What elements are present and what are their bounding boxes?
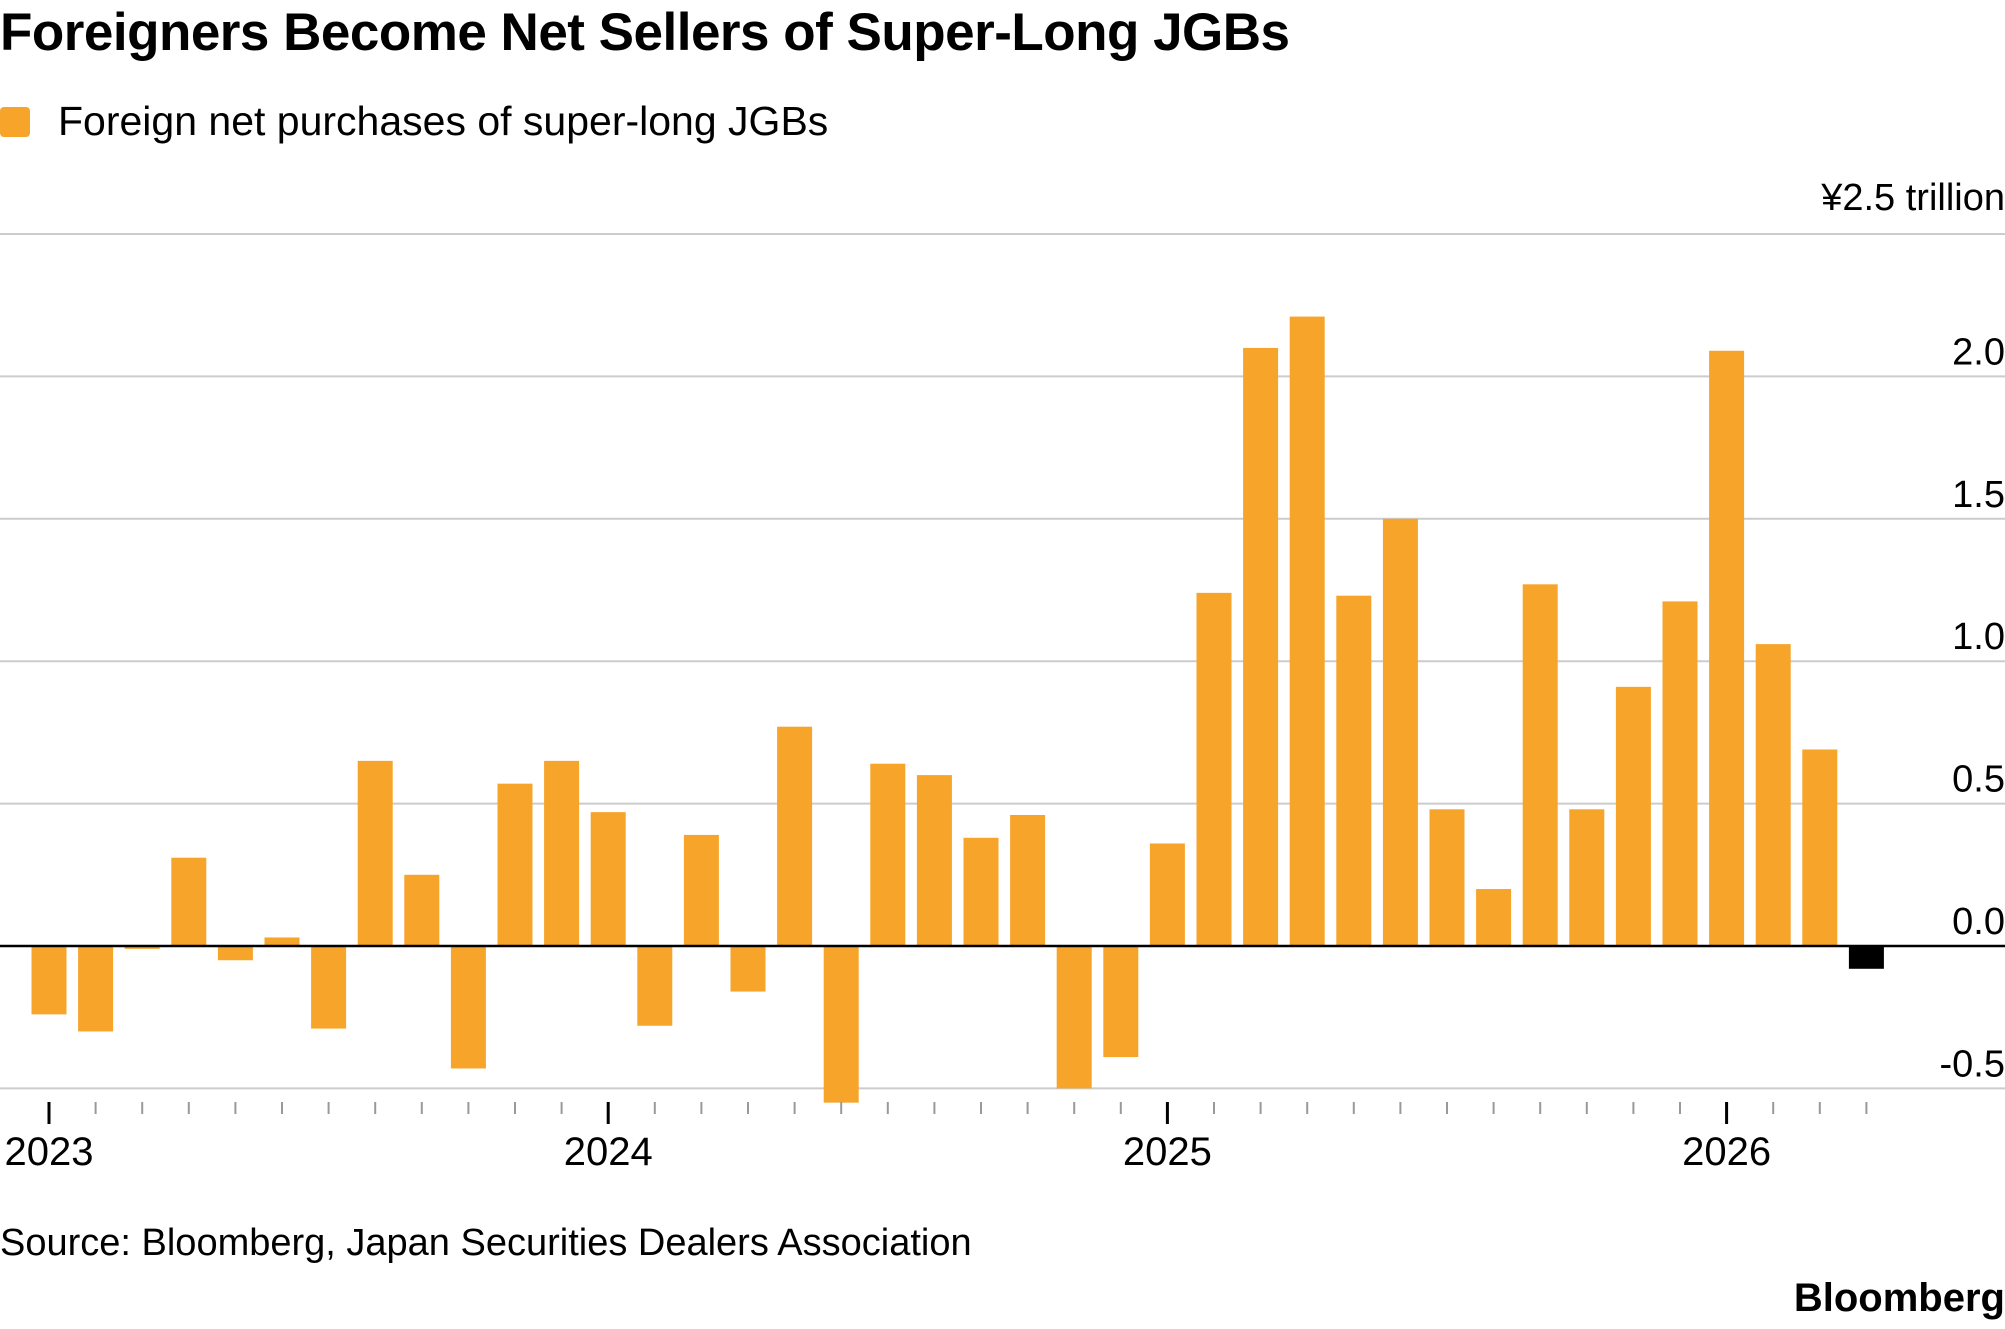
x-year-label: 2024 (564, 1130, 653, 1174)
bar (916, 775, 952, 946)
x-year-label: 2023 (5, 1130, 94, 1174)
bar (1196, 592, 1232, 946)
bar (1243, 347, 1279, 946)
legend-swatch (0, 106, 30, 137)
bar (637, 946, 673, 1026)
bar (357, 760, 393, 946)
bar (1010, 814, 1046, 946)
bar (730, 946, 766, 992)
bloomberg-logo: Bloomberg (1793, 1276, 2005, 1320)
bar (1662, 601, 1698, 946)
source-note: Source: Bloomberg, Japan Securities Deal… (0, 1222, 972, 1264)
bar (1522, 584, 1558, 946)
legend: Foreign net purchases of super-long JGBs (0, 98, 828, 145)
bar (264, 937, 300, 946)
bar (590, 812, 626, 946)
bars (31, 316, 1884, 1103)
y-tick-label: 2.0 (1952, 331, 2005, 373)
bar (1056, 946, 1092, 1089)
bar (870, 763, 906, 946)
y-tick-label: 0.0 (1952, 901, 2005, 943)
bar (1848, 946, 1884, 969)
y-tick-label: 1.5 (1952, 474, 2005, 516)
bar (1615, 686, 1651, 946)
bar (963, 837, 999, 946)
bar (544, 760, 580, 946)
legend-label: Foreign net purchases of super-long JGBs (58, 98, 829, 144)
x-year-label: 2026 (1682, 1130, 1771, 1174)
bar (1429, 809, 1465, 946)
bar (78, 946, 114, 1032)
bar (823, 946, 859, 1103)
bar (1709, 350, 1745, 946)
x-axis-ticks: 2023 2024 2025 2026 (5, 1102, 1868, 1174)
bar (404, 874, 440, 946)
bar-chart: 2.0 1.5 1.0 0.5 0.0 -0.5 2023 2024 2025 2026 ¥2.… (0, 177, 2005, 1174)
y-axis-unit-label: ¥2.5 trillion (1820, 177, 2005, 219)
y-axis-ticks: 2.0 1.5 1.0 0.5 0.0 -0.5 (1940, 331, 2005, 1085)
bar (683, 834, 719, 946)
bar (1755, 644, 1791, 946)
bar (31, 946, 67, 1015)
chart-title: Foreigners Become Net Sellers of Super-L… (0, 3, 1290, 62)
bar (1802, 749, 1838, 946)
bar (171, 857, 207, 946)
bar (497, 783, 533, 946)
grid-lines (0, 233, 2005, 1090)
bar (777, 726, 813, 946)
bar (1336, 595, 1372, 946)
bar (1103, 946, 1139, 1058)
bar (1382, 518, 1418, 946)
y-tick-label: 0.5 (1952, 759, 2005, 801)
bar (1289, 316, 1325, 946)
bar (1149, 843, 1185, 946)
bar (311, 946, 347, 1029)
bar (450, 946, 486, 1069)
y-tick-label: -0.5 (1940, 1043, 2005, 1085)
y-tick-label: 1.0 (1952, 616, 2005, 658)
bar (1476, 889, 1512, 946)
bar (1569, 809, 1605, 946)
x-year-label: 2025 (1123, 1130, 1212, 1174)
bar (217, 946, 253, 961)
bar (124, 946, 160, 949)
